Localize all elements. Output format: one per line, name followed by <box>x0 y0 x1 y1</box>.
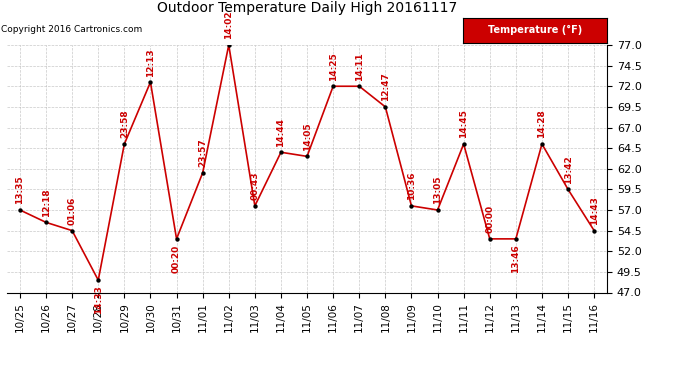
Text: 14:11: 14:11 <box>355 52 364 81</box>
Point <box>224 42 235 48</box>
Title: Outdoor Temperature Daily High 20161117: Outdoor Temperature Daily High 20161117 <box>157 1 457 15</box>
Text: 23:57: 23:57 <box>198 139 207 167</box>
Point <box>119 141 130 147</box>
Point <box>536 141 547 147</box>
Point <box>171 236 182 242</box>
Point <box>302 153 313 159</box>
Text: 14:33: 14:33 <box>94 286 103 314</box>
Text: 14:28: 14:28 <box>538 110 546 138</box>
Text: 10:36: 10:36 <box>407 172 416 200</box>
Text: 00:00: 00:00 <box>485 205 494 233</box>
Text: 13:05: 13:05 <box>433 176 442 204</box>
Point <box>406 203 417 209</box>
Text: 12:13: 12:13 <box>146 48 155 76</box>
Text: 12:18: 12:18 <box>41 188 50 217</box>
Point <box>41 219 52 225</box>
Point <box>562 186 573 192</box>
Point <box>511 236 522 242</box>
Text: 13:46: 13:46 <box>511 244 520 273</box>
Text: 01:06: 01:06 <box>68 197 77 225</box>
Text: 13:42: 13:42 <box>564 155 573 184</box>
Text: 23:58: 23:58 <box>120 110 129 138</box>
Point <box>145 79 156 85</box>
Point <box>249 203 260 209</box>
Text: 14:25: 14:25 <box>328 52 337 81</box>
Text: 14:45: 14:45 <box>459 110 468 138</box>
Point <box>354 83 365 89</box>
Point <box>67 228 78 234</box>
Text: 14:44: 14:44 <box>277 118 286 147</box>
Text: 12:47: 12:47 <box>381 72 390 101</box>
Text: 13:35: 13:35 <box>15 176 24 204</box>
Point <box>380 104 391 110</box>
Point <box>275 149 286 155</box>
Text: 00:43: 00:43 <box>250 172 259 200</box>
Point <box>432 207 443 213</box>
Text: 14:02: 14:02 <box>224 11 233 39</box>
Point <box>197 170 208 176</box>
Text: Copyright 2016 Cartronics.com: Copyright 2016 Cartronics.com <box>1 25 142 34</box>
Point <box>92 277 104 283</box>
Text: 00:20: 00:20 <box>172 244 181 273</box>
Point <box>484 236 495 242</box>
Text: 14:05: 14:05 <box>302 122 312 151</box>
Point <box>589 228 600 234</box>
Point <box>328 83 339 89</box>
Point <box>14 207 26 213</box>
Text: 14:43: 14:43 <box>590 196 599 225</box>
Point <box>458 141 469 147</box>
